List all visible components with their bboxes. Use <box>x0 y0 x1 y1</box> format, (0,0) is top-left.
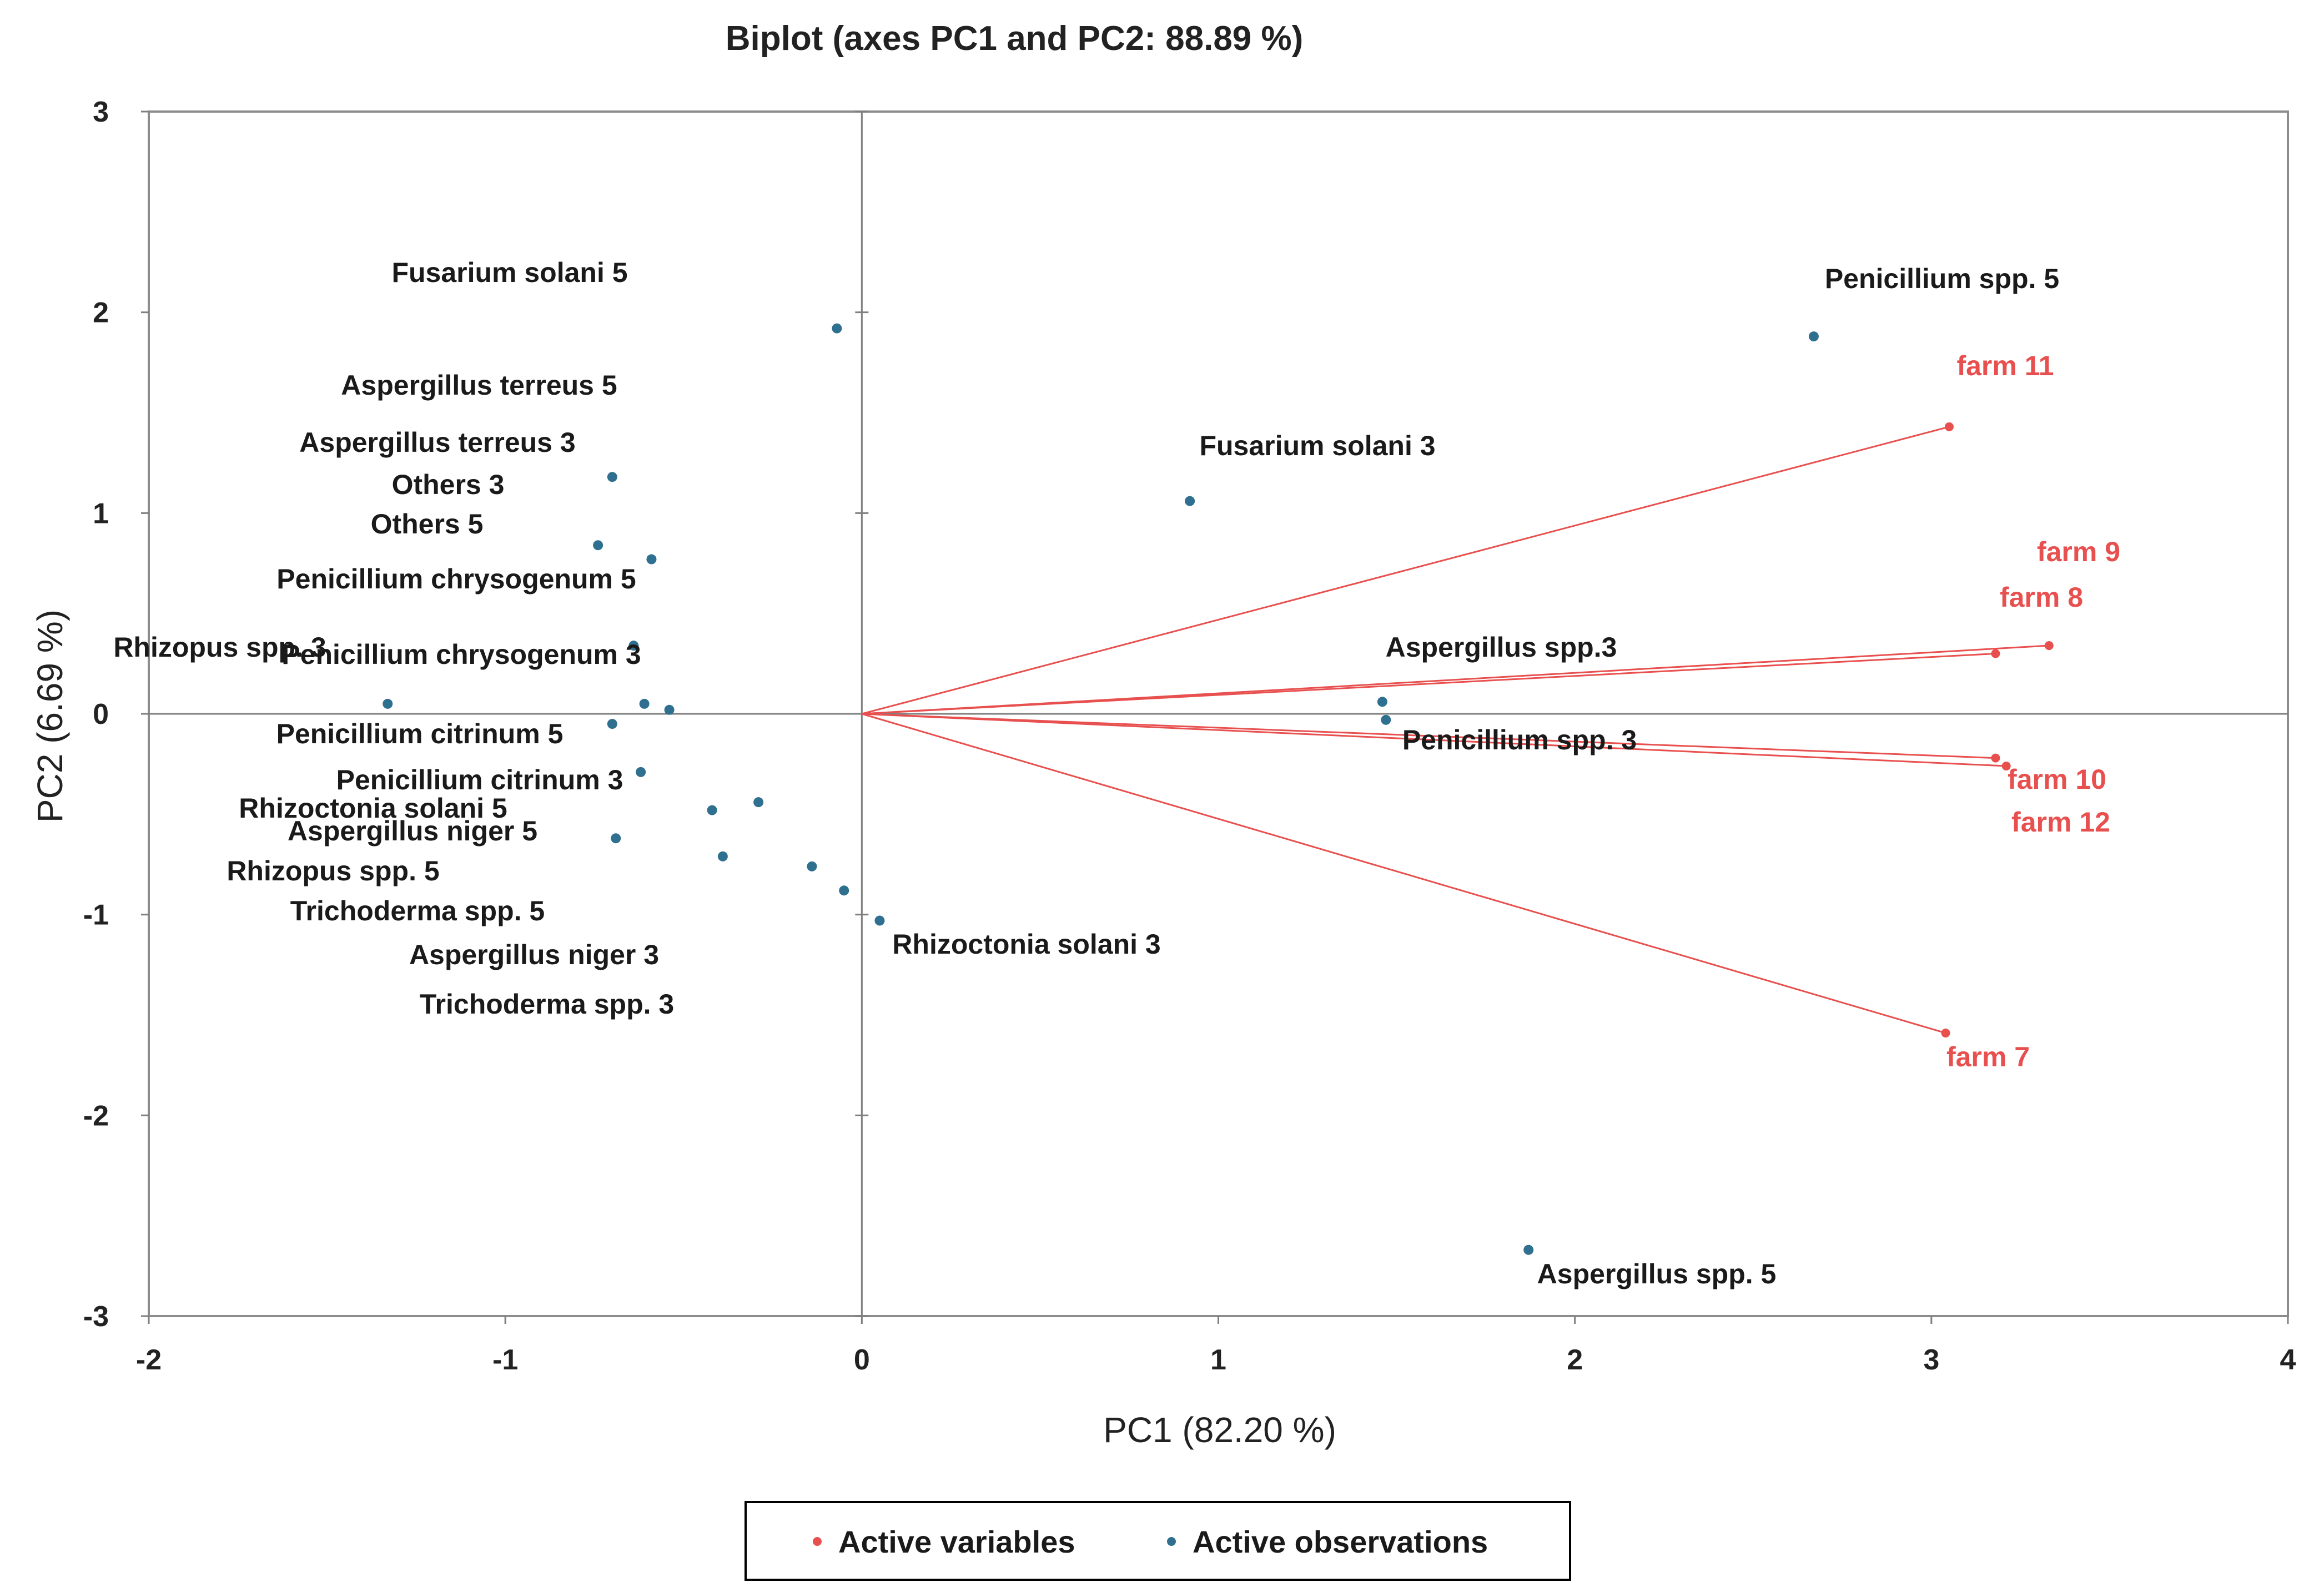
variable-label: farm 11 <box>1956 350 2054 381</box>
y-tick-label: -1 <box>83 899 109 931</box>
observation-label: Aspergillus terreus 3 <box>299 427 575 458</box>
observation-point <box>1808 331 1819 342</box>
legend-label-observations: Active observations <box>1193 1524 1488 1559</box>
legend: Active variables Active observations <box>745 1501 1571 1581</box>
observation-label: Trichoderma spp. 5 <box>290 895 545 926</box>
observation-label: Penicillium citrinum 5 <box>276 718 564 749</box>
observation-label: Rhizoctonia solani 5 <box>239 793 507 824</box>
x-tick-label: 3 <box>1923 1344 1939 1376</box>
observation-point <box>607 719 617 729</box>
variable-label: farm 9 <box>2037 536 2120 567</box>
y-tick-label: 1 <box>93 497 109 530</box>
observation-label: Aspergillus niger 3 <box>409 939 659 970</box>
observation-label: Aspergillus terreus 5 <box>341 370 617 401</box>
variable-point <box>1991 649 2000 658</box>
y-tick-label: -3 <box>83 1301 109 1333</box>
observation-label: Others 3 <box>392 469 505 500</box>
x-tick-label: 2 <box>1567 1344 1583 1376</box>
x-tick-label: 1 <box>1210 1344 1226 1376</box>
variable-label: farm 12 <box>2011 807 2110 838</box>
observation-point <box>832 323 842 334</box>
variable-label: farm 7 <box>1946 1041 2030 1072</box>
y-axis-title: PC2 (6.69 %) <box>30 609 70 823</box>
observation-label: Penicillium citrinum 3 <box>336 764 623 795</box>
x-axis-title: PC1 (82.20 %) <box>1103 1410 1336 1450</box>
observation-label: Others 5 <box>371 508 484 540</box>
observation-point <box>753 797 764 808</box>
observation-point <box>707 805 717 815</box>
variable-vector <box>862 644 2049 715</box>
observation-label: Trichoderma spp. 3 <box>420 989 674 1020</box>
variable-point <box>1944 422 1954 431</box>
observation-label: Penicillium spp. 5 <box>1825 263 2059 294</box>
y-tick-label: 2 <box>93 297 109 329</box>
variable-point <box>2001 762 2011 771</box>
observation-point <box>1523 1245 1534 1255</box>
x-tick-label: -2 <box>136 1344 162 1376</box>
observation-label: Aspergillus spp. 5 <box>1537 1258 1777 1289</box>
variable-label: farm 8 <box>2000 582 2083 613</box>
observation-label: Aspergillus niger 5 <box>288 815 537 847</box>
observation-point <box>874 915 885 926</box>
legend-label-variables: Active variables <box>838 1524 1075 1559</box>
observation-point <box>639 698 650 709</box>
x-tick-label: 0 <box>854 1344 870 1376</box>
variable-vector <box>861 426 1950 715</box>
variable-vector <box>862 713 1996 759</box>
observation-point <box>1377 697 1387 707</box>
observation-point <box>593 540 603 551</box>
y-tick-label: 3 <box>93 96 109 128</box>
x-tick-label: 4 <box>2280 1344 2296 1376</box>
observation-label: Penicillium chrysogenum 3 <box>281 639 641 670</box>
observation-point <box>839 885 849 896</box>
observation-point <box>383 698 393 709</box>
variable-vector <box>862 713 2006 767</box>
y-tick-label: -2 <box>83 1100 109 1132</box>
variable-point <box>1991 753 2000 763</box>
observation-label: Rhizopus spp. 3 <box>113 632 326 663</box>
variable-point <box>2044 641 2054 651</box>
variable-point <box>1941 1029 1950 1038</box>
observation-label: Fusarium solani 5 <box>391 257 627 288</box>
observation-point <box>646 554 657 565</box>
observation-point <box>607 472 617 482</box>
observation-point <box>628 641 639 651</box>
legend-box <box>745 1501 1571 1581</box>
observation-point <box>1381 714 1391 725</box>
observation-point <box>1185 496 1195 506</box>
observation-point <box>636 767 646 777</box>
variable-vector <box>862 653 1996 715</box>
chart-title: Biplot (axes PC1 and PC2: 88.89 %) <box>726 19 1304 58</box>
observation-point <box>717 851 728 861</box>
observation-point <box>611 833 621 844</box>
legend-marker-observations <box>1167 1537 1176 1546</box>
legend-marker-variables <box>813 1537 822 1546</box>
observation-point <box>664 704 675 715</box>
x-tick-label: -1 <box>492 1344 518 1376</box>
y-tick-label: 0 <box>93 698 109 730</box>
observation-label: Aspergillus spp.3 <box>1386 632 1617 663</box>
variable-label: farm 10 <box>2008 764 2106 795</box>
observation-label: Fusarium solani 3 <box>1199 430 1435 461</box>
observation-label: Penicillium spp. 3 <box>1402 724 1637 755</box>
observation-label: Penicillium chrysogenum 5 <box>276 563 636 595</box>
observation-point <box>807 861 817 871</box>
observation-label: Rhizoctonia solani 3 <box>892 929 1160 960</box>
variable-vector <box>861 713 1946 1034</box>
observation-label: Rhizopus spp. 5 <box>227 855 439 886</box>
